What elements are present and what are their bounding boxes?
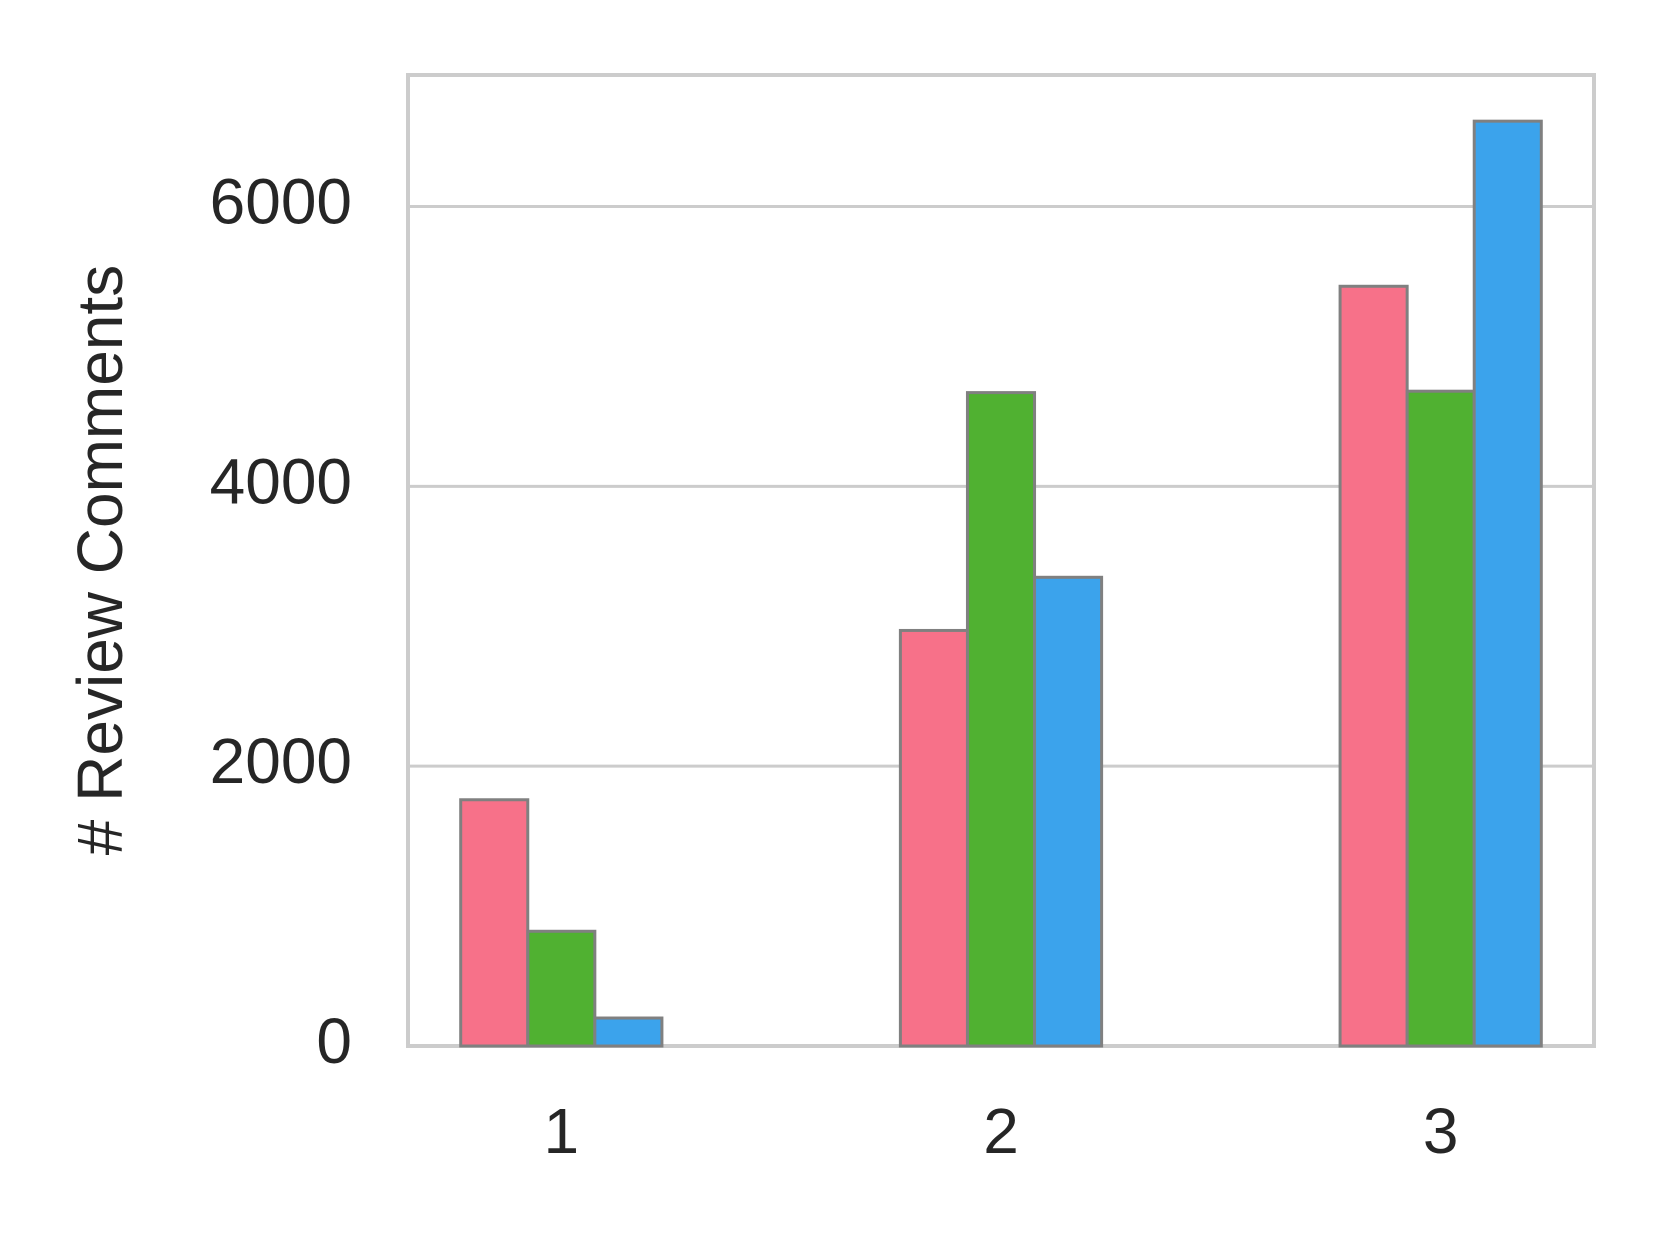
bar bbox=[1472, 119, 1543, 1048]
bar bbox=[1405, 389, 1476, 1048]
y-axis-label: # Review Comments bbox=[64, 265, 136, 855]
y-tick-label: 4000 bbox=[210, 445, 352, 517]
bar bbox=[965, 391, 1037, 1048]
bar bbox=[898, 628, 969, 1048]
y-tick-label: 0 bbox=[316, 1005, 352, 1077]
y-tick-label: 2000 bbox=[210, 725, 352, 797]
x-tick-label: 1 bbox=[544, 1095, 580, 1167]
x-tick-label: 3 bbox=[1423, 1095, 1459, 1167]
bar bbox=[526, 929, 597, 1048]
bar bbox=[459, 798, 530, 1048]
bar bbox=[1033, 575, 1104, 1048]
y-tick-label: 6000 bbox=[210, 165, 352, 237]
x-tick-label: 2 bbox=[983, 1095, 1019, 1167]
bar bbox=[1338, 284, 1409, 1048]
bar bbox=[593, 1016, 664, 1048]
